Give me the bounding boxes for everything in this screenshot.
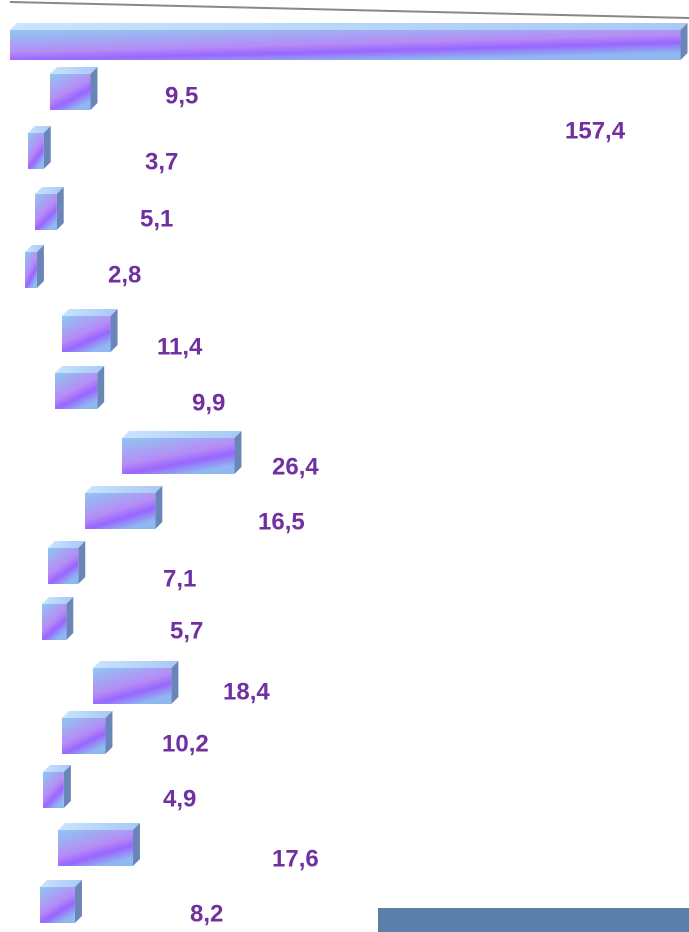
value-label: 157,4: [565, 117, 626, 144]
bar: [40, 887, 75, 923]
value-label: 3,7: [145, 148, 178, 175]
value-label: 8,2: [190, 900, 223, 927]
bar-side: [234, 431, 241, 474]
bar-side: [78, 541, 85, 584]
value-label: 9,5: [165, 82, 198, 109]
bar-top: [50, 67, 97, 74]
bar-side: [75, 880, 82, 923]
bar-top: [85, 486, 162, 493]
bar: [10, 30, 681, 60]
bar: [85, 493, 155, 529]
bar: [25, 252, 37, 288]
bar-top: [10, 23, 688, 30]
value-label: 2,8: [108, 261, 141, 288]
value-label: 16,5: [258, 508, 305, 535]
value-label: 4,9: [163, 785, 196, 812]
bar-side: [133, 823, 140, 866]
bar-top: [58, 823, 140, 830]
bar: [50, 74, 90, 110]
bar: [62, 316, 111, 352]
bar: [93, 668, 171, 704]
value-label: 5,1: [140, 205, 173, 232]
background-image: [378, 908, 689, 932]
value-label: 5,7: [170, 617, 203, 644]
bar-side: [57, 187, 64, 230]
bar-side: [64, 765, 71, 808]
bar: [55, 373, 97, 409]
bar: [48, 548, 78, 584]
bar: [28, 133, 44, 169]
bar-side: [105, 711, 112, 754]
bar-top: [93, 661, 178, 668]
bar-side: [90, 67, 97, 110]
value-label: 17,6: [272, 845, 319, 872]
value-label: 26,4: [272, 453, 319, 480]
bar: [42, 604, 66, 640]
frame-line: [10, 2, 689, 18]
bar: [122, 438, 234, 474]
value-label: 18,4: [223, 678, 270, 705]
bar-top: [62, 309, 118, 316]
bar-side: [155, 486, 162, 529]
bar-side: [37, 245, 44, 288]
chart: 157,4 9,5 3,7 5,1 2,8 11,4 9,9 26,4 16,5 7,1 5,7 18…: [0, 0, 689, 932]
bar: [62, 718, 105, 754]
bar: [43, 772, 64, 808]
bar-side: [97, 366, 104, 409]
bar-top: [62, 711, 112, 718]
bar: [35, 194, 57, 230]
page: {"chart_data": {"type": "bar", "orientat…: [0, 0, 689, 932]
value-label: 10,2: [162, 730, 209, 757]
bar-side: [66, 597, 73, 640]
bar-top: [55, 366, 104, 373]
bar-side: [111, 309, 118, 352]
bar-top: [122, 431, 241, 438]
value-label: 11,4: [157, 333, 203, 360]
bar-top: [40, 880, 82, 887]
value-label: 9,9: [192, 389, 225, 416]
bar-side: [44, 126, 51, 169]
value-label: 7,1: [163, 565, 196, 592]
bar-side: [171, 661, 178, 704]
bar: [58, 830, 133, 866]
